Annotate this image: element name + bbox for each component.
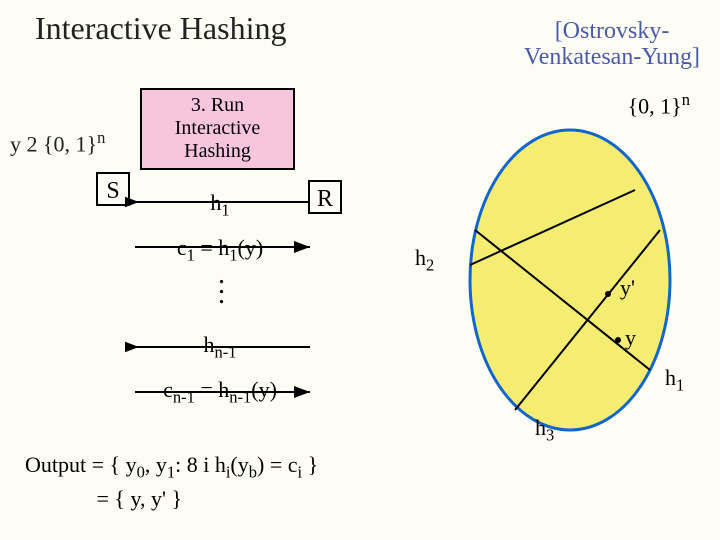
label-yprime: y' — [620, 275, 635, 301]
msg-hn1: hn-1 — [125, 322, 315, 367]
y-pick-label: y 2 {0, 1}n — [10, 128, 105, 157]
citation-line-2: Venkatesan-Yung] — [524, 44, 700, 70]
citation-line-1: [Ostrovsky- — [555, 18, 670, 44]
point-yprime — [605, 291, 611, 297]
protocol-messages: h1 c1 = h1(y) ... hn-1 cn-1 = hn-1(y) — [125, 180, 315, 412]
label-h3: h3 — [535, 415, 554, 445]
label-h1: h1 — [665, 365, 684, 395]
output-text: Output = { y0, y1: 8 i hi(yb) = ci } = {… — [25, 450, 318, 513]
set-diagram: {0, 1}n h2 h1 h3 y y' — [440, 90, 700, 450]
point-y — [615, 337, 621, 343]
msg-h1: h1 — [125, 180, 315, 225]
step-box: 3. Run Interactive Hashing — [140, 88, 295, 170]
set-label: {0, 1}n — [628, 90, 690, 119]
label-y: y — [625, 325, 636, 351]
ellipse-svg — [440, 90, 700, 450]
slide: Interactive Hashing [Ostrovsky- Venkates… — [0, 0, 720, 540]
msg-dots: ... — [125, 270, 315, 322]
label-h2: h2 — [415, 245, 434, 275]
citation: [Ostrovsky- Venkatesan-Yung] — [524, 18, 700, 71]
domain-ellipse — [470, 130, 670, 430]
page-title: Interactive Hashing — [35, 10, 286, 47]
msg-cn1: cn-1 = hn-1(y) — [125, 367, 315, 412]
